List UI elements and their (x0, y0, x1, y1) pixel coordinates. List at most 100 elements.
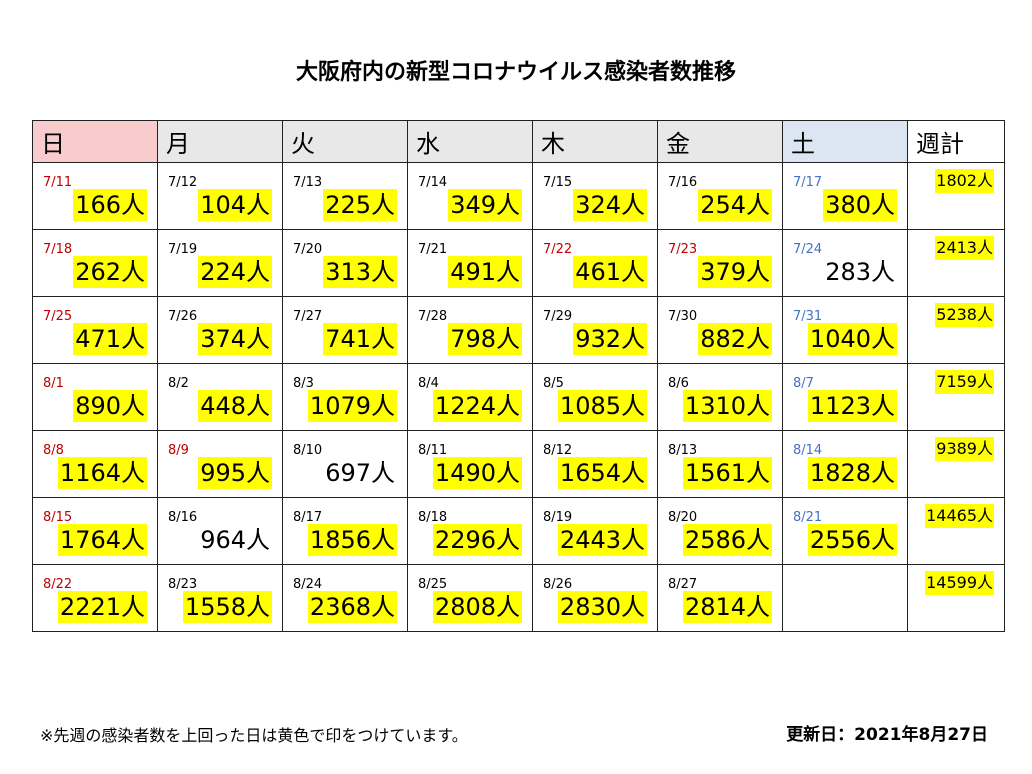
case-count: 1085人 (557, 390, 647, 422)
date-label: 7/14 (418, 175, 448, 190)
day-cell: 8/9 995人 (157, 430, 283, 498)
date-label: 8/19 (543, 510, 573, 525)
case-count: 104人 (198, 189, 272, 221)
case-count: 461人 (573, 256, 647, 288)
case-count: 882人 (698, 323, 772, 355)
date-label: 7/17 (793, 175, 823, 190)
day-cell: 8/15 1764人 (32, 497, 158, 565)
day-cell: 8/20 2586人 (657, 497, 783, 565)
weekly-total: 14599人 (925, 571, 994, 595)
day-cell: 8/27 2814人 (657, 564, 783, 632)
case-count: 2443人 (557, 524, 647, 556)
day-cell: 8/25 2808人 (407, 564, 533, 632)
weekly-total-cell: 5238人 (907, 296, 1005, 364)
case-count: 2556人 (807, 524, 897, 556)
date-label: 8/7 (793, 376, 814, 391)
day-cell: 7/16 254人 (657, 162, 783, 230)
case-count: 1558人 (182, 591, 272, 623)
header-saturday: 土 (782, 120, 908, 163)
footnote: ※先週の感染者数を上回った日は黄色で印をつけています。 (40, 726, 468, 745)
date-label: 8/8 (43, 443, 64, 458)
date-label: 7/30 (668, 309, 698, 324)
case-count: 1561人 (682, 457, 772, 489)
date-label: 7/27 (293, 309, 323, 324)
day-cell: 8/6 1310人 (657, 363, 783, 431)
day-cell: 8/14 1828人 (782, 430, 908, 498)
day-cell: 7/18 262人 (32, 229, 158, 297)
date-label: 8/13 (668, 443, 698, 458)
day-cell: 8/21 2556人 (782, 497, 908, 565)
day-cell: 7/24 283人 (782, 229, 908, 297)
case-count: 313人 (323, 256, 397, 288)
weekly-total-cell: 14599人 (907, 564, 1005, 632)
date-label: 8/22 (43, 577, 73, 592)
case-count: 1764人 (57, 524, 147, 556)
day-cell: 8/17 1856人 (282, 497, 408, 565)
day-cell (782, 564, 908, 632)
date-label: 7/16 (668, 175, 698, 190)
case-count: 324人 (573, 189, 647, 221)
case-count: 2296人 (432, 524, 522, 556)
day-cell: 7/30 882人 (657, 296, 783, 364)
day-cell: 8/23 1558人 (157, 564, 283, 632)
date-label: 7/18 (43, 242, 73, 257)
day-cell: 7/17 380人 (782, 162, 908, 230)
case-count: 224人 (198, 256, 272, 288)
day-cell: 7/29 932人 (532, 296, 658, 364)
date-label: 7/21 (418, 242, 448, 257)
day-cell: 7/15 324人 (532, 162, 658, 230)
date-label: 7/19 (168, 242, 198, 257)
date-label: 8/16 (168, 510, 198, 525)
case-count: 471人 (73, 323, 147, 355)
weekly-total: 9389人 (935, 437, 994, 461)
date-label: 8/26 (543, 577, 573, 592)
weekly-total-cell: 7159人 (907, 363, 1005, 431)
day-cell: 8/3 1079人 (282, 363, 408, 431)
case-count: 2368人 (307, 591, 397, 623)
weekly-total: 5238人 (935, 303, 994, 327)
date-label: 8/9 (168, 443, 189, 458)
table-row: 8/22 2221人 8/23 1558人 8/24 2368人 8/25 2808人 8/26… (32, 564, 1005, 632)
day-cell: 7/23 379人 (657, 229, 783, 297)
table-body: 7/11 166人 7/12 104人 7/13 225人 7/14 349人 7/15 324人… (32, 162, 1005, 632)
day-cell: 8/19 2443人 (532, 497, 658, 565)
date-label: 8/20 (668, 510, 698, 525)
case-count: 380人 (823, 189, 897, 221)
weekly-total-cell: 1802人 (907, 162, 1005, 230)
date-label: 7/29 (543, 309, 573, 324)
table-row: 8/8 1164人 8/9 995人 8/10 697人 8/11 1490人 8/12 1654… (32, 430, 1005, 498)
day-cell: 7/22 461人 (532, 229, 658, 297)
header-friday: 金 (657, 120, 783, 163)
date-label: 8/24 (293, 577, 323, 592)
day-cell: 7/20 313人 (282, 229, 408, 297)
date-label: 7/26 (168, 309, 198, 324)
weekly-total-cell: 9389人 (907, 430, 1005, 498)
date-label: 8/25 (418, 577, 448, 592)
date-label: 8/12 (543, 443, 573, 458)
case-count: 1856人 (307, 524, 397, 556)
date-label: 8/5 (543, 376, 564, 391)
case-count: 1224人 (432, 390, 522, 422)
case-count: 1079人 (307, 390, 397, 422)
day-cell: 8/8 1164人 (32, 430, 158, 498)
case-count: 379人 (698, 256, 772, 288)
case-count: 697人 (325, 459, 395, 487)
case-count: 995人 (198, 457, 272, 489)
day-cell: 7/25 471人 (32, 296, 158, 364)
day-cell: 7/19 224人 (157, 229, 283, 297)
day-cell: 7/28 798人 (407, 296, 533, 364)
date-label: 7/23 (668, 242, 698, 257)
day-cell: 8/5 1085人 (532, 363, 658, 431)
day-cell: 7/31 1040人 (782, 296, 908, 364)
day-cell: 8/12 1654人 (532, 430, 658, 498)
weekly-total: 1802人 (935, 169, 994, 193)
date-label: 7/15 (543, 175, 573, 190)
case-count: 1828人 (807, 457, 897, 489)
date-label: 7/24 (793, 242, 823, 257)
case-count: 1654人 (557, 457, 647, 489)
case-count: 1490人 (432, 457, 522, 489)
date-label: 8/17 (293, 510, 323, 525)
weekly-total-cell: 14465人 (907, 497, 1005, 565)
case-count: 932人 (573, 323, 647, 355)
date-label: 8/10 (293, 443, 323, 458)
